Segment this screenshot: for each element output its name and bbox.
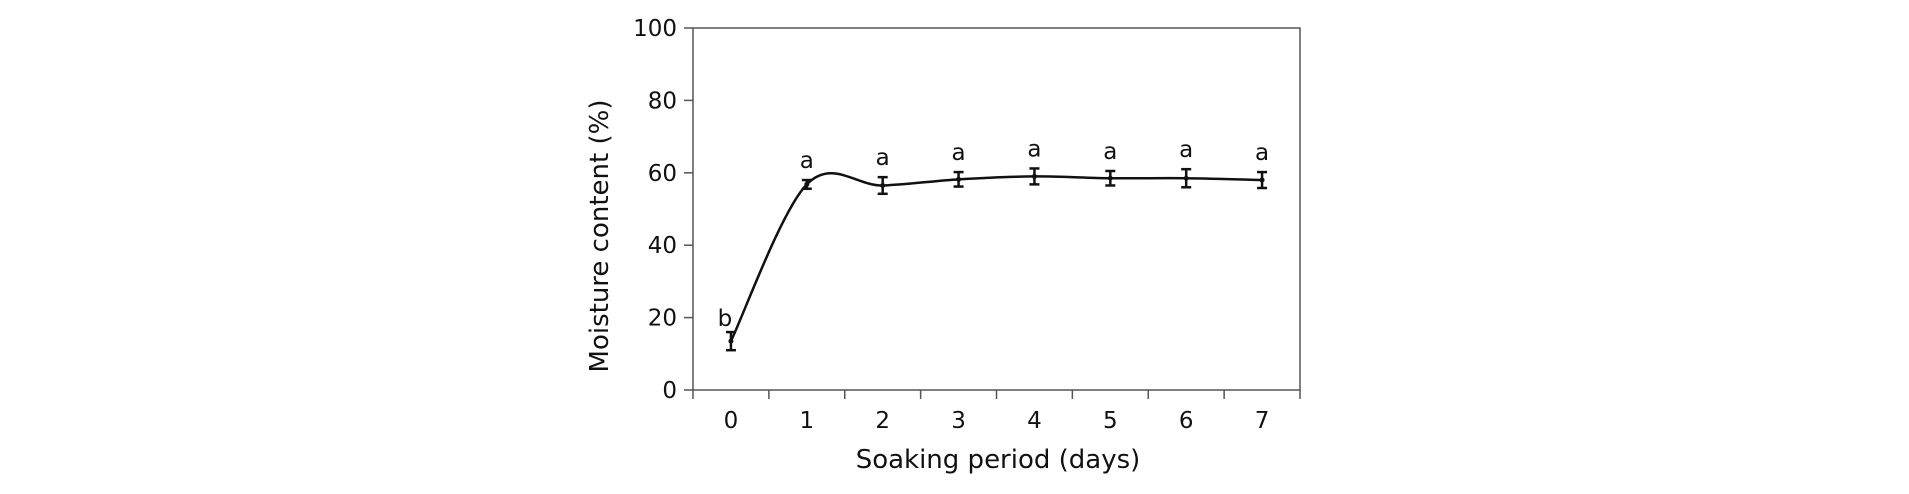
y-tick-label: 80 [648, 88, 677, 114]
x-tick-label: 3 [951, 408, 966, 434]
x-axis-title: Soaking period (days) [856, 445, 1141, 475]
x-tick-label: 6 [1179, 408, 1194, 434]
y-tick-label: 20 [648, 306, 677, 332]
significance-letter: a [1255, 140, 1269, 166]
significance-letter: b [718, 306, 733, 332]
data-point [1107, 175, 1113, 181]
y-tick-label: 60 [648, 161, 677, 187]
data-point [1031, 173, 1037, 179]
data-point [880, 182, 886, 188]
significance-letter: a [1179, 137, 1193, 163]
y-axis-title: Moisture content (%) [585, 100, 615, 373]
x-tick-label: 0 [724, 408, 739, 434]
y-tick-label: 0 [662, 378, 677, 404]
data-point [1259, 177, 1265, 183]
x-tick-label: 1 [799, 408, 814, 434]
plot-frame [692, 27, 1301, 391]
y-tick-label: 100 [633, 16, 677, 42]
plot-area: 0 20 40 60 80 100 0 1 2 3 4 5 6 7 b a a a a a a a [633, 16, 1301, 434]
significance-letter: a [876, 145, 890, 171]
x-tick-label: 2 [875, 408, 890, 434]
data-point [728, 338, 734, 344]
series-line [729, 172, 1263, 342]
y-tick-label: 40 [648, 233, 677, 259]
x-tick-label: 4 [1027, 408, 1042, 434]
significance-letter: a [952, 140, 966, 166]
x-tick-label: 5 [1103, 408, 1118, 434]
significance-letter: a [1103, 139, 1117, 165]
significance-letter: a [1027, 136, 1041, 162]
significance-letter: a [800, 148, 814, 174]
x-tick-label: 7 [1255, 408, 1270, 434]
data-point [956, 176, 962, 182]
data-point [804, 181, 810, 187]
data-point [1183, 175, 1189, 181]
